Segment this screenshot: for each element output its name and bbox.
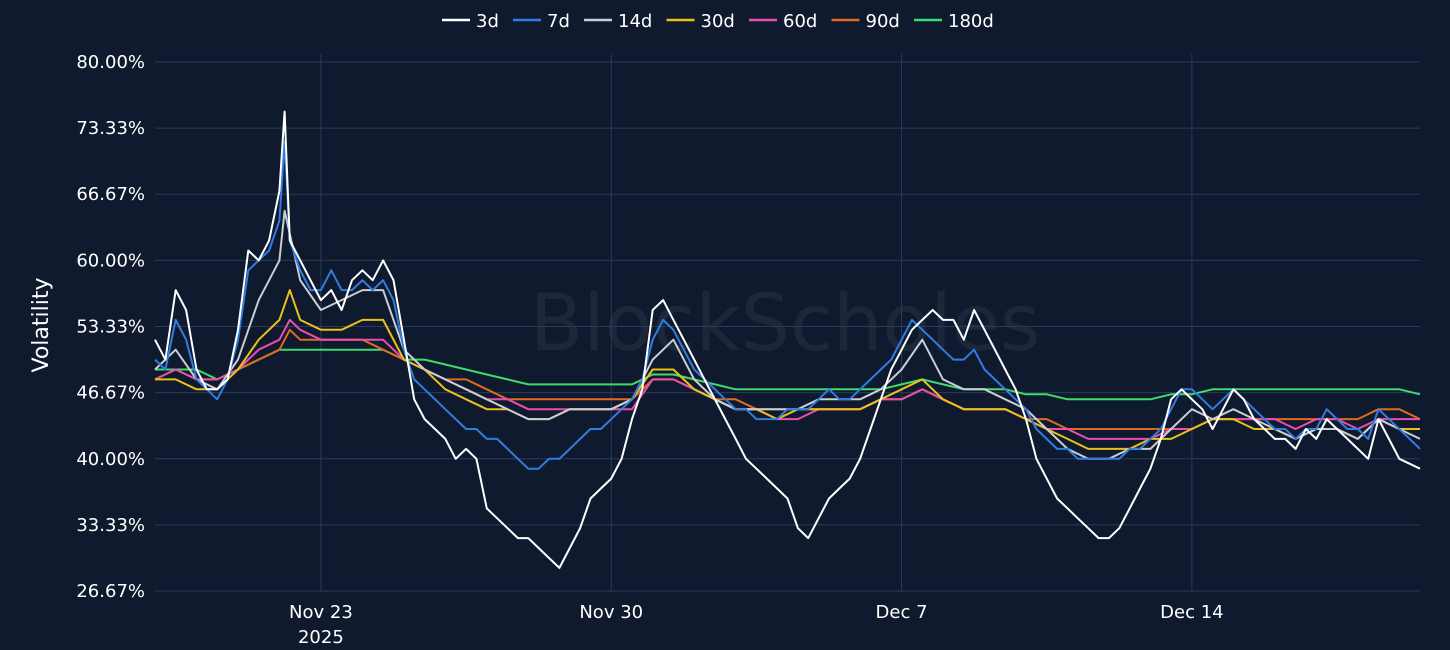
y-tick-label: 80.00%: [76, 52, 145, 73]
legend-item-7d[interactable]: 7d: [513, 11, 570, 32]
y-axis-title: Volatility: [29, 277, 54, 372]
legend-item-90d[interactable]: 90d: [831, 11, 900, 32]
y-tick-label: 40.00%: [76, 449, 145, 470]
legend-label: 30d: [701, 11, 735, 32]
x-tick-label: Nov 30: [579, 602, 643, 623]
series-line-180d: [155, 348, 1421, 401]
y-tick-label: 26.67%: [76, 581, 145, 602]
legend-label: 7d: [547, 11, 570, 32]
x-tick-label: Dec 14: [1160, 602, 1223, 623]
series-layer: [154, 110, 1421, 569]
legend-item-14d[interactable]: 14d: [584, 11, 652, 32]
legend-label: 3d: [476, 11, 499, 32]
legend-label: 60d: [783, 11, 817, 32]
x-tick-label: Nov 23: [289, 602, 353, 623]
legend: 3d 7d 14d 30d 60d 90d 180d: [442, 11, 994, 32]
y-axis: 26.67% 33.33% 40.00% 46.67% 53.33% 60.00% 66.6…: [76, 52, 145, 602]
y-tick-label: 60.00%: [76, 250, 145, 271]
y-tick-label: 73.33%: [76, 118, 145, 139]
x-axis: Nov 23 2025 Nov 30 Dec 7 Dec 14: [289, 602, 1224, 648]
legend-label: 180d: [948, 11, 994, 32]
x-tick-label: Dec 7: [876, 602, 928, 623]
grid: [155, 54, 1420, 592]
y-tick-label: 33.33%: [76, 515, 145, 536]
legend-item-30d[interactable]: 30d: [666, 11, 735, 32]
y-tick-label: 46.67%: [76, 383, 145, 404]
legend-item-3d[interactable]: 3d: [442, 11, 499, 32]
series-line-3d: [154, 110, 1421, 569]
y-tick-label: 66.67%: [76, 184, 145, 205]
legend-item-180d[interactable]: 180d: [914, 11, 994, 32]
series-line-7d: [154, 140, 1421, 470]
y-tick-label: 53.33%: [76, 317, 145, 338]
watermark: BlockScholes: [530, 279, 1041, 369]
x-tick-sublabel: 2025: [298, 627, 344, 648]
legend-label: 14d: [618, 11, 652, 32]
legend-item-60d[interactable]: 60d: [749, 11, 817, 32]
legend-label: 90d: [866, 11, 900, 32]
